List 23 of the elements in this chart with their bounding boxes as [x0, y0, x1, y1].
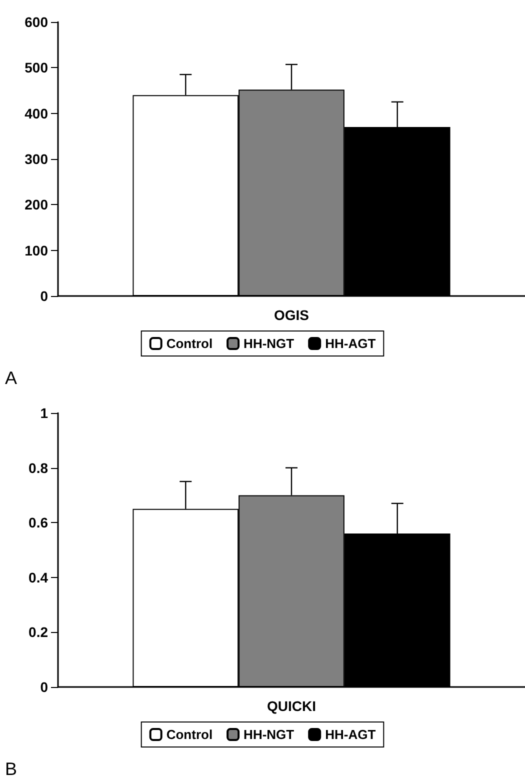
legend-label: HH-AGT	[325, 727, 376, 742]
x-tick-label: QUICKI	[267, 698, 316, 714]
y-tick-label: 500	[24, 60, 48, 76]
text: B	[5, 759, 18, 779]
y-tick-label: 100	[24, 242, 48, 258]
y-tick-label: 300	[24, 151, 48, 167]
legend-label: HH-AGT	[325, 336, 376, 351]
y-tick-label: 0	[40, 288, 48, 304]
y-tick-label: 200	[24, 196, 48, 213]
y-tick-label: 0.8	[28, 460, 48, 476]
legend-label: HH-NGT	[244, 336, 294, 351]
y-tick-label: 0	[40, 679, 48, 695]
y-tick-label: 1	[40, 405, 48, 421]
legend-label: Control	[166, 727, 213, 742]
x-tick-label: OGIS	[274, 307, 310, 323]
legend-label: HH-NGT	[244, 727, 294, 742]
legend-label: Control	[166, 336, 213, 351]
y-tick-label: 600	[24, 14, 48, 30]
y-tick-label: 0.2	[28, 624, 48, 640]
text: A	[5, 368, 18, 388]
y-tick-label: 400	[24, 105, 48, 122]
y-tick-label: 0.6	[28, 514, 48, 531]
y-tick-label: 0.4	[28, 569, 48, 586]
